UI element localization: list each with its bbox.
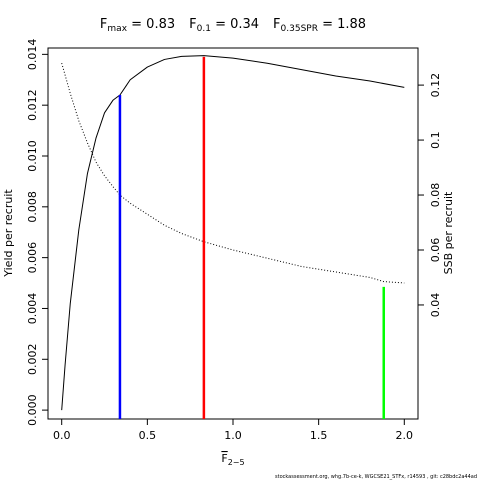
x-tick-label: 0.0 (53, 429, 71, 442)
y-axis-title: Yield per recruit (2, 189, 15, 278)
series-layer (61, 55, 405, 411)
y-axis-right: 0.04 0.06 0.08 0.1 0.12 (418, 73, 442, 317)
fmax-label: F (100, 17, 107, 32)
y-tick-label: 0.002 (26, 344, 39, 376)
x-axis-title-main: F (221, 452, 227, 465)
y2-tick-label: 0.12 (429, 73, 442, 98)
x-axis-title: F2−5 (221, 452, 244, 467)
y2-axis-title: SSB per recruit (442, 191, 455, 274)
ssb-per-recruit-line (61, 62, 405, 284)
fspr-sub: 0.35SPR (281, 24, 318, 34)
x-axis-title-sub: 2−5 (228, 458, 245, 467)
y-tick-label: 0.014 (26, 39, 39, 70)
y-tick-label: 0.000 (26, 394, 39, 426)
x-tick-label: 2.0 (396, 429, 414, 442)
fspr-label: F (273, 17, 280, 32)
f01-value: = 0.34 (211, 17, 259, 32)
y2-tick-label: 0.1 (429, 131, 442, 149)
y-axis-left: 0.000 0.002 0.004 0.006 0.008 0.010 0.012 0.014 (26, 39, 48, 426)
f01-sub: 0.1 (197, 24, 211, 34)
x-axis: 0.0 0.5 1.0 1.5 2.0 (53, 419, 413, 442)
y-tick-label: 0.008 (26, 191, 39, 223)
fmax-sub: max (107, 24, 127, 34)
y2-tick-label: 0.04 (429, 293, 442, 318)
y-tick-label: 0.010 (26, 140, 39, 172)
fspr-value: = 1.88 (318, 17, 366, 32)
y-tick-label: 0.012 (26, 89, 39, 121)
x-tick-label: 1.5 (310, 429, 328, 442)
y-tick-label: 0.006 (26, 242, 39, 274)
y2-tick-label: 0.06 (429, 238, 442, 263)
chart-title: Fmax = 0.83 F0.1 = 0.34 F0.35SPR = 1.88 (100, 17, 366, 34)
y-tick-label: 0.004 (26, 293, 39, 325)
fmax-value: = 0.83 (127, 17, 175, 32)
x-tick-label: 1.0 (224, 429, 242, 442)
reference-lines (118, 56, 385, 419)
yield-per-recruit-line (61, 55, 405, 411)
f01-label: F (189, 17, 196, 32)
plot-frame (47, 47, 419, 420)
footer-note: stockassessment.org, whg.7b-ce-k, WGCSE2… (275, 474, 477, 480)
x-tick-label: 0.5 (139, 429, 157, 442)
y2-tick-label: 0.08 (429, 183, 442, 208)
